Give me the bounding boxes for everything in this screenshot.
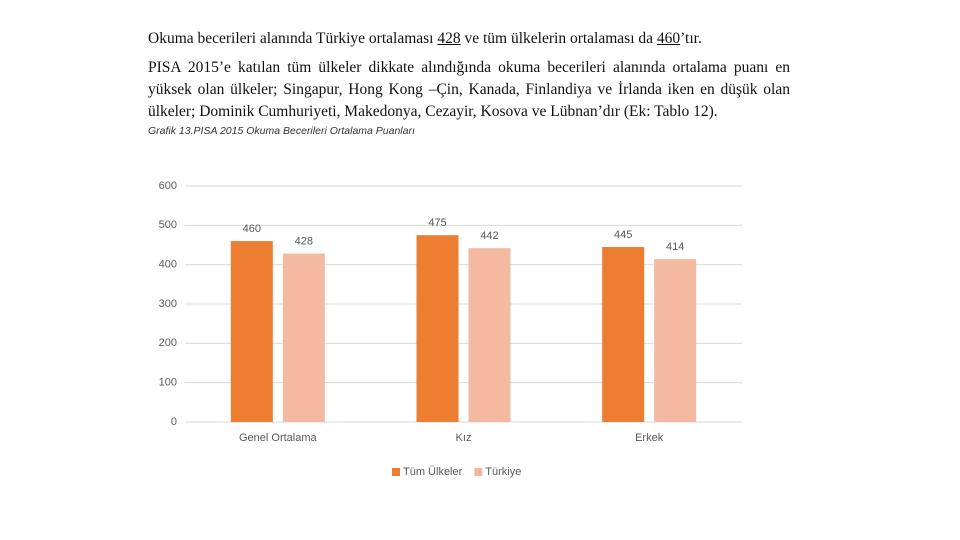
y-tick-label: 200 xyxy=(159,337,177,349)
y-tick-label: 300 xyxy=(159,298,177,310)
data-label: 442 xyxy=(480,230,498,242)
paragraph: Okuma becerileri alanında Türkiye ortala… xyxy=(148,28,790,50)
text-run: ve tüm ülkelerin ortalaması da xyxy=(460,30,657,47)
x-tick-label: Erkek xyxy=(635,432,664,444)
data-label: 428 xyxy=(295,236,313,248)
legend-label: Türkiye xyxy=(485,466,521,478)
bar xyxy=(602,246,645,422)
data-label: 475 xyxy=(428,217,446,229)
y-tick-label: 600 xyxy=(159,180,177,192)
x-tick-label: Genel Ortalama xyxy=(239,432,318,444)
bar xyxy=(654,259,697,422)
text-run: ’tır. xyxy=(680,30,702,47)
caption: Grafik 13.PISA 2015 Okuma Becerileri Ort… xyxy=(148,125,415,137)
text-run: Okuma becerileri alanında Türkiye ortala… xyxy=(148,30,438,47)
data-label: 460 xyxy=(243,223,261,235)
legend-label: Tüm Ülkeler xyxy=(403,466,463,478)
bar xyxy=(468,248,511,422)
y-tick-label: 500 xyxy=(159,219,177,231)
underlined-number: 460 xyxy=(656,30,681,47)
paragraph: PISA 2015’e katılan tüm ülkeler dikkate … xyxy=(148,59,790,120)
legend-swatch xyxy=(474,468,483,476)
data-label: 414 xyxy=(666,241,684,253)
underlined-number: 428 xyxy=(437,30,461,47)
y-tick-label: 100 xyxy=(159,377,177,389)
bar xyxy=(230,241,273,422)
legend-swatch xyxy=(392,468,400,476)
y-tick-label: 400 xyxy=(159,259,177,271)
x-tick-label: Kız xyxy=(456,432,472,444)
bar xyxy=(416,235,459,422)
bar xyxy=(282,253,325,422)
data-label: 445 xyxy=(614,229,632,241)
y-tick-label: 0 xyxy=(171,416,177,428)
